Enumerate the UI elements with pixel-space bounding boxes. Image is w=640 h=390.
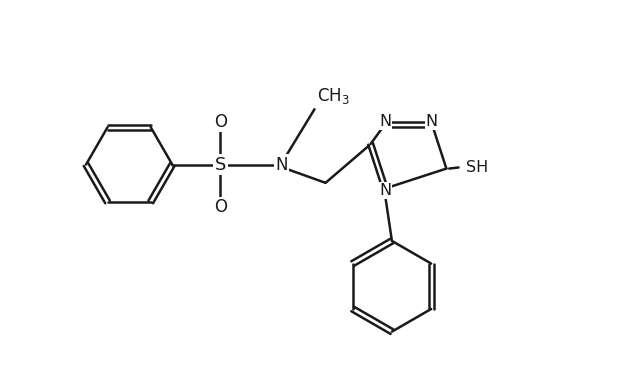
Text: CH$_3$: CH$_3$ [317,87,350,106]
Text: SH: SH [466,160,488,175]
Text: N: N [426,114,438,129]
Text: N: N [275,156,287,174]
Text: N: N [379,114,391,129]
Text: O: O [214,113,227,131]
Text: O: O [214,198,227,216]
Text: N: N [379,183,391,198]
Text: S: S [215,156,226,174]
